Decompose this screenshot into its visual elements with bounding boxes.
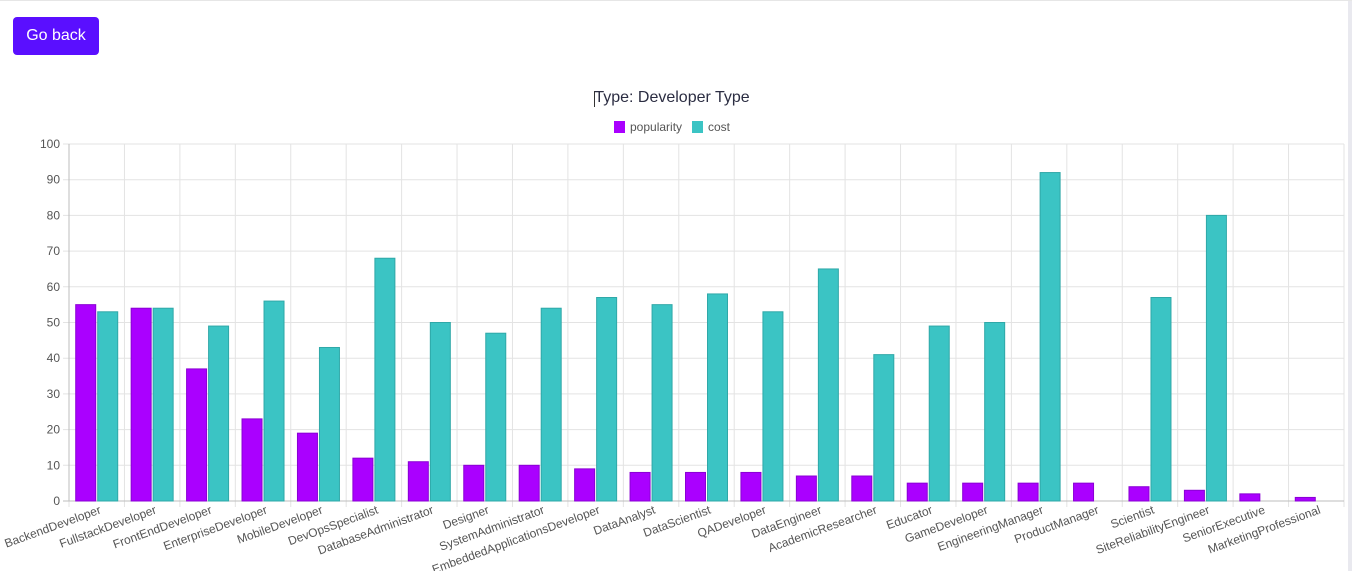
bar-cost [263,300,285,502]
legend-label-popularity: popularity [630,120,682,134]
bar-popularity [906,482,928,502]
bar-popularity [962,482,984,502]
bar-cost [208,325,230,502]
chart-title: Type: Developer Type [594,89,750,106]
bar-popularity [296,432,318,502]
bar-popularity [1239,493,1261,502]
bar-popularity [795,475,817,502]
bar-popularity [1294,496,1316,502]
bar-popularity [75,304,97,502]
bar-popularity [186,368,208,502]
bar-popularity [463,464,485,502]
bar-popularity [241,418,263,502]
bar-popularity [629,471,651,502]
bar-popularity [1128,486,1150,502]
bar-cost [762,311,784,502]
bar-popularity [407,461,429,502]
y-tick-label: 90 [47,173,61,187]
legend-swatch-cost [692,121,703,133]
bar-popularity [352,457,374,502]
y-tick-label: 40 [47,351,61,365]
bar-popularity [574,468,596,502]
y-tick-label: 30 [47,387,61,401]
bar-cost [1039,172,1061,502]
y-tick-label: 80 [47,208,61,222]
y-tick-label: 60 [47,280,61,294]
bar-cost [817,268,839,502]
bar-cost [374,257,396,502]
bar-cost [984,322,1006,502]
bar-cost [97,311,119,502]
window-edge [1348,1,1352,571]
bar-cost [1150,297,1172,502]
y-tick-label: 50 [47,316,61,330]
bar-cost [596,297,618,502]
bar-cost [540,307,562,502]
bar-popularity [518,464,540,502]
y-tick-label: 0 [53,494,60,508]
bar-cost [707,293,728,502]
go-back-button[interactable]: Go back [13,17,99,55]
legend-swatch-popularity [614,121,625,133]
y-tick-label: 100 [40,137,60,151]
y-tick-label: 10 [47,458,61,472]
bar-cost [485,332,507,502]
bar-popularity [685,471,706,502]
bar-cost [318,346,340,502]
bar-cost [1205,214,1227,502]
bar-cost [928,325,950,502]
bar-popularity [130,307,152,502]
bar-cost [651,304,673,502]
bar-popularity [1073,482,1095,502]
legend-label-cost: cost [708,120,731,134]
bar-popularity [1183,489,1205,502]
bar-cost [152,307,174,502]
bar-cost [873,354,895,502]
bar-popularity [851,475,873,502]
bar-popularity [1017,482,1039,502]
y-tick-label: 20 [47,423,61,437]
text-cursor [594,91,595,107]
bar-popularity [740,471,762,502]
y-tick-label: 70 [47,244,61,258]
bar-cost [429,322,451,502]
